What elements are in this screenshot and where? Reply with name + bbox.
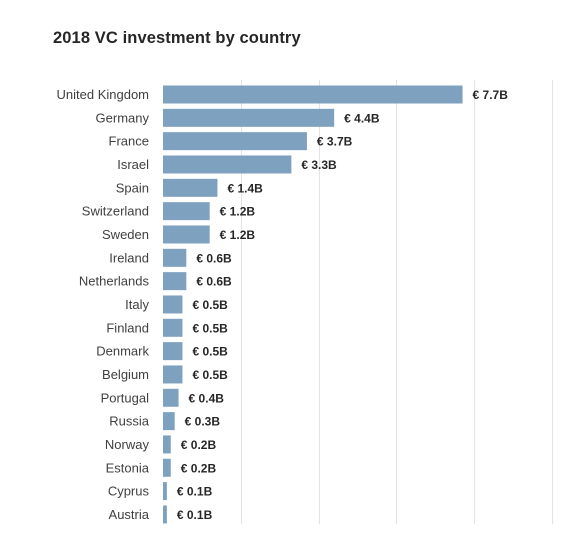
category-label: Austria <box>109 507 150 522</box>
bar <box>163 155 292 174</box>
data-label: € 3.7B <box>317 135 353 149</box>
category-label: Russia <box>109 414 150 429</box>
category-label: Israel <box>117 157 149 172</box>
bar <box>163 108 335 127</box>
bar <box>163 505 167 524</box>
bar <box>163 365 183 384</box>
category-label: Netherlands <box>79 274 150 289</box>
category-label: Germany <box>96 110 150 125</box>
bar <box>163 85 463 104</box>
data-label: € 0.1B <box>177 485 213 499</box>
bar <box>163 435 171 454</box>
bar <box>163 272 187 291</box>
category-label: Italy <box>125 297 149 312</box>
category-label: Estonia <box>106 460 150 475</box>
data-label: € 0.2B <box>181 438 217 452</box>
data-label: € 0.2B <box>181 461 217 475</box>
bar <box>163 482 167 501</box>
data-label: € 0.4B <box>189 391 225 405</box>
category-label: Denmark <box>96 344 149 359</box>
category-label: Sweden <box>102 227 149 242</box>
chart-title: 2018 VC investment by country <box>53 29 301 47</box>
bar <box>163 178 218 197</box>
data-label: € 3.3B <box>301 158 337 172</box>
category-label: Spain <box>116 180 149 195</box>
data-label: € 7.7B <box>473 88 509 102</box>
bar <box>163 202 210 221</box>
bar <box>163 225 210 244</box>
data-label: € 1.2B <box>220 228 256 242</box>
bar <box>163 458 171 477</box>
data-label: € 0.3B <box>185 415 221 429</box>
bar <box>163 412 175 431</box>
data-label: € 0.5B <box>192 321 228 335</box>
data-label: € 0.6B <box>196 251 232 265</box>
category-label: Norway <box>105 437 150 452</box>
bar <box>163 295 183 314</box>
bar <box>163 318 183 337</box>
bar <box>163 248 187 267</box>
category-label: France <box>109 134 149 149</box>
bar <box>163 388 179 407</box>
data-label: € 0.1B <box>177 508 213 522</box>
bar <box>163 342 183 361</box>
data-label: € 0.5B <box>192 345 228 359</box>
data-label: € 1.4B <box>227 181 263 195</box>
data-label: € 0.6B <box>196 275 232 289</box>
category-label: Finland <box>106 320 149 335</box>
data-label: € 0.5B <box>192 298 228 312</box>
category-label: Ireland <box>109 250 149 265</box>
category-label: United Kingdom <box>57 87 150 102</box>
category-label: Belgium <box>102 367 149 382</box>
category-label: Cyprus <box>108 484 150 499</box>
data-label: € 4.4B <box>344 111 380 125</box>
bar <box>163 132 307 151</box>
data-label: € 1.2B <box>220 205 256 219</box>
category-label: Switzerland <box>82 204 149 219</box>
data-label: € 0.5B <box>192 368 228 382</box>
category-label: Portugal <box>101 390 150 405</box>
